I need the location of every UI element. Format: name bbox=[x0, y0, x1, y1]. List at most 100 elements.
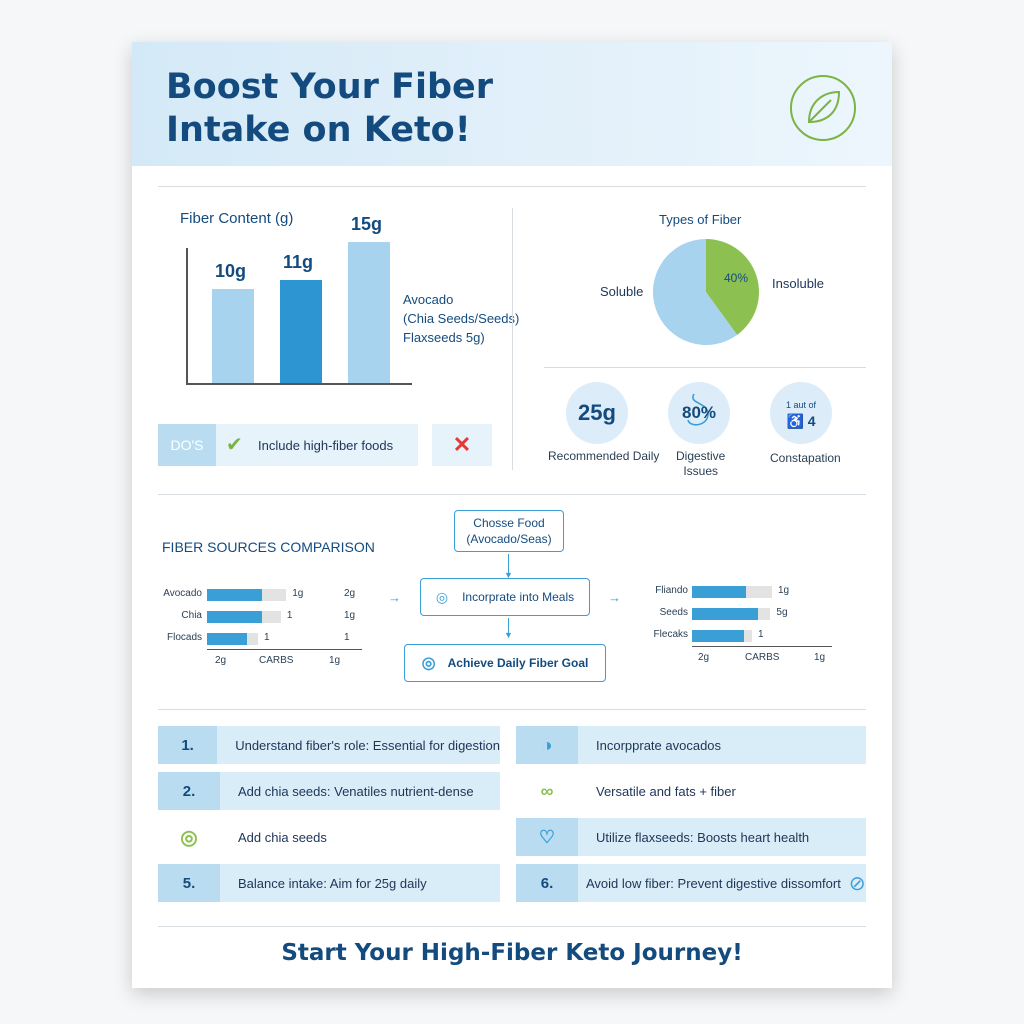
avocado-icon: ◎ bbox=[435, 588, 449, 605]
step-text: Avoid low fiber: Prevent digestive disso… bbox=[586, 875, 841, 891]
dos-row: DO'S ✔ Include high-fiber foods bbox=[158, 424, 418, 466]
cmp-value-label: 1 bbox=[758, 629, 764, 640]
flow-incorporate-label: Incorprate into Meals bbox=[462, 590, 575, 604]
stat-value: 25g bbox=[578, 400, 616, 425]
cmp-bar bbox=[207, 589, 262, 601]
bar-value-label: 11g bbox=[283, 251, 314, 272]
stat-circle-80pct: 80% bbox=[668, 382, 730, 444]
pie-pct-label: 40% bbox=[724, 271, 748, 285]
bar-chart-legend: Avocado (Chia Seeds/Seeds) Flaxseeds 5g) bbox=[403, 290, 519, 347]
arrow-down-icon: ▼ bbox=[504, 630, 513, 640]
heart-icon: ♡ bbox=[538, 826, 556, 847]
x-axis bbox=[186, 383, 412, 385]
step-text: Add chia seeds bbox=[238, 829, 327, 845]
seeds-icon: ∞ bbox=[540, 780, 554, 801]
step-number: ◎ bbox=[158, 818, 220, 856]
insoluble-label: Insoluble bbox=[772, 276, 825, 291]
cmp-bar bbox=[744, 630, 752, 642]
dos-item: Include high-fiber foods bbox=[258, 438, 394, 453]
cmp-x-tick-label: 1g bbox=[814, 652, 826, 663]
cmp-value-label: 5g bbox=[776, 607, 788, 618]
cmp-bar bbox=[745, 586, 772, 598]
step-text: Balance intake: Aim for 25g daily bbox=[238, 875, 427, 891]
cmp-x-tick-label: 2g bbox=[215, 655, 227, 666]
cmp-x-tick-label: 1g bbox=[329, 655, 341, 666]
stat-value-top: 1 aut of bbox=[785, 400, 817, 410]
cmp-value-label: 1 bbox=[286, 610, 293, 621]
cmp-bar bbox=[207, 633, 248, 645]
dos-label: DO'S bbox=[158, 424, 216, 466]
person-icon: ♿ bbox=[786, 413, 804, 429]
divider bbox=[158, 926, 866, 927]
legend-chia: (Chia Seeds/Seeds) bbox=[403, 311, 520, 326]
target-icon: ◎ bbox=[421, 655, 436, 672]
avocado-icon: ◎ bbox=[180, 826, 198, 849]
cmp-value-label: 1 bbox=[264, 632, 270, 643]
step-item: ◎ Add chia seeds bbox=[158, 818, 500, 856]
step-text: Versatile and fats + fiber bbox=[596, 783, 736, 799]
bar-3 bbox=[348, 242, 390, 383]
flow-choose-food: Chosse Food (Avocado/Seas) bbox=[454, 510, 564, 552]
infographic-card: Boost Your Fiber Intake on Keto! Fiber C… bbox=[132, 42, 892, 988]
divider bbox=[158, 186, 866, 187]
avocado-icon: ◑ bbox=[541, 734, 553, 755]
cmp-bar bbox=[261, 611, 281, 623]
flow-incorporate: ◎ Incorprate into Meals bbox=[420, 578, 590, 616]
cmp-right-label: 1g bbox=[344, 610, 356, 621]
step-item: ♡ Utilize flaxseeds: Boosts heart health bbox=[516, 818, 866, 856]
stat-value: 80% bbox=[681, 403, 717, 422]
fiber-content-title: Fiber Content (g) bbox=[180, 210, 294, 227]
cmp-bar bbox=[207, 611, 262, 623]
flow-arrow bbox=[508, 554, 509, 574]
stat-label: Constapation bbox=[770, 451, 841, 465]
header-banner: Boost Your Fiber Intake on Keto! bbox=[132, 42, 892, 166]
cmp-bar bbox=[261, 589, 287, 601]
step-number: 6. bbox=[516, 864, 578, 902]
pie-slice-soluble bbox=[653, 239, 738, 345]
flow-achieve-goal: ◎ Achieve Daily Fiber Goal bbox=[404, 644, 606, 682]
stat-value: 4 bbox=[807, 413, 816, 429]
cmp-category-label: Chia bbox=[181, 610, 202, 621]
step-text: Understand fiber's role: Essential for d… bbox=[235, 737, 500, 753]
cmp-x-axis bbox=[692, 646, 832, 647]
cmp-x-axis bbox=[207, 649, 362, 650]
cmp-x-tick-label: CARBS bbox=[259, 655, 294, 666]
cmp-bar bbox=[247, 633, 259, 645]
cmp-bar bbox=[692, 608, 759, 620]
cmp-category-label: Seeds bbox=[659, 607, 688, 618]
stat-circle-1of4: 1 aut of ♿ 4 bbox=[770, 382, 832, 444]
bar-value-label: 15g bbox=[351, 214, 383, 235]
stat-label: Recommended Daily bbox=[548, 449, 660, 463]
no-symbol-icon: ⊘ bbox=[848, 872, 866, 895]
soluble-label: Soluble bbox=[600, 284, 644, 299]
step-item: 1. Understand fiber's role: Essential fo… bbox=[158, 726, 500, 764]
vertical-divider bbox=[512, 208, 513, 470]
step-item: 2. Add chia seeds: Venatiles nutrient-de… bbox=[158, 772, 500, 810]
arrow-right-icon: → bbox=[608, 590, 621, 605]
cmp-right-label: 1 bbox=[344, 632, 350, 643]
flow-arrow bbox=[508, 618, 509, 634]
step-number: 2. bbox=[158, 772, 220, 810]
cmp-x-tick-label: 2g bbox=[698, 652, 710, 663]
step-number: ∞ bbox=[516, 772, 578, 810]
stat-circle-25g: 25g bbox=[566, 382, 628, 444]
cmp-bar bbox=[758, 608, 771, 620]
check-icon: ✔ bbox=[226, 434, 243, 456]
cmp-value-label: 1g bbox=[778, 585, 790, 596]
y-axis bbox=[186, 248, 188, 384]
arrow-right-icon: → bbox=[388, 590, 401, 605]
page-title: Boost Your Fiber Intake on Keto! bbox=[166, 67, 494, 150]
step-item: 6. Avoid low fiber: Prevent digestive di… bbox=[516, 864, 866, 902]
bar-value-label: 10g bbox=[215, 261, 247, 282]
step-item: ∞ Versatile and fats + fiber bbox=[516, 772, 866, 810]
footer-cta: Start Your High-Fiber Keto Journey! bbox=[281, 940, 743, 966]
divider bbox=[158, 709, 866, 710]
cmp-bar bbox=[692, 586, 746, 598]
leaf-icon bbox=[790, 75, 856, 141]
flow-achieve-label: Achieve Daily Fiber Goal bbox=[447, 656, 589, 670]
pie-title: Types of Fiber bbox=[659, 212, 742, 227]
cmp-category-label: Flocads bbox=[166, 632, 202, 643]
cmp-x-tick-label: CARBS bbox=[745, 652, 780, 663]
comparison-title: FIBER SOURCES COMPARISON bbox=[162, 539, 375, 555]
arrow-down-icon: ▼ bbox=[504, 570, 513, 580]
